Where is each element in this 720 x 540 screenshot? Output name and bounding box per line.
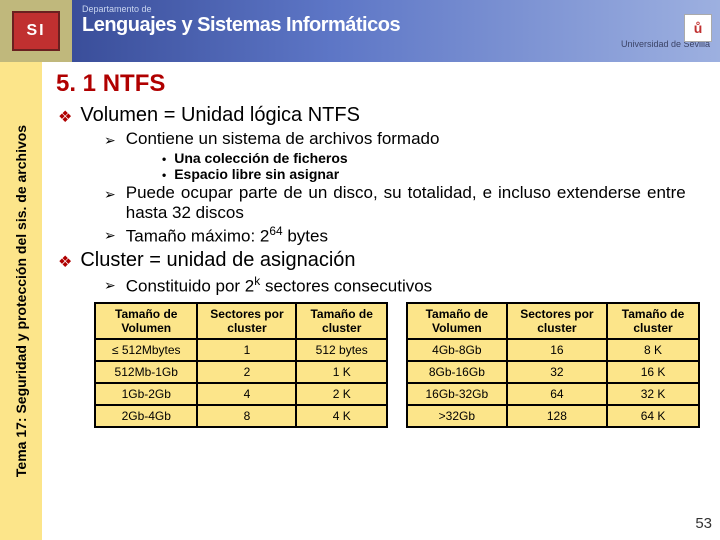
table-cell: 16 xyxy=(507,339,607,361)
bullet-volumen-text: Volumen = Unidad lógica NTFS xyxy=(80,104,360,127)
arrow-icon: ➢ xyxy=(104,186,116,203)
th-cluster: Tamaño de cluster xyxy=(296,303,387,339)
banner-title: Lenguajes y Sistemas Informáticos xyxy=(82,14,710,37)
dot-coleccion-text: Una colección de ficheros xyxy=(174,150,348,166)
table-cell: 2Gb-4Gb xyxy=(95,405,197,427)
table-cell: 512Mb-1Gb xyxy=(95,361,197,383)
cluster-table-1: Tamaño de Volumen Sectores por cluster T… xyxy=(94,302,388,428)
banner-dept: Departamento de xyxy=(82,4,710,14)
table-cell: 512 bytes xyxy=(296,339,387,361)
arrow-ocupar: ➢ Puede ocupar parte de un disco, su tot… xyxy=(104,183,700,223)
table-row: 2Gb-4Gb84 K xyxy=(95,405,387,427)
dot-coleccion: • Una colección de ficheros xyxy=(162,150,700,166)
const-pre: Constituido por 2 xyxy=(126,276,255,295)
arrow-contiene: ➢ Contiene un sistema de archivos formad… xyxy=(104,129,700,149)
table-row: 4Gb-8Gb168 K xyxy=(407,339,699,361)
th-volumen: Tamaño de Volumen xyxy=(407,303,507,339)
table-cell: 8Gb-16Gb xyxy=(407,361,507,383)
banner-text-area: Departamento de Lenguajes y Sistemas Inf… xyxy=(72,0,720,62)
tamano-pre: Tamaño máximo: 2 xyxy=(126,227,270,246)
tamano-post: bytes xyxy=(283,227,328,246)
table-row: 8Gb-16Gb3216 K xyxy=(407,361,699,383)
th-volumen: Tamaño de Volumen xyxy=(95,303,197,339)
bullet-volumen: ❖ Volumen = Unidad lógica NTFS xyxy=(58,104,700,127)
university-badge: ů xyxy=(684,14,712,42)
const-post: sectores consecutivos xyxy=(260,276,432,295)
banner-logo-area xyxy=(0,0,72,62)
arrow-tamano: ➢ Tamaño máximo: 264 bytes xyxy=(104,224,700,247)
table-cell: 1 K xyxy=(296,361,387,383)
table-cell: 4Gb-8Gb xyxy=(407,339,507,361)
bullet-cluster-text: Cluster = unidad de asignación xyxy=(80,249,355,272)
diamond-icon: ❖ xyxy=(58,252,72,272)
table-cell: 32 xyxy=(507,361,607,383)
si-logo xyxy=(12,11,60,51)
header-banner: Departamento de Lenguajes y Sistemas Inf… xyxy=(0,0,720,62)
table-cell: 2 xyxy=(197,361,296,383)
arrow-icon: ➢ xyxy=(104,227,116,244)
dot-espacio: • Espacio libre sin asignar xyxy=(162,166,700,182)
th-sectores: Sectores por cluster xyxy=(197,303,296,339)
table-cell: 8 K xyxy=(607,339,699,361)
table-cell: >32Gb xyxy=(407,405,507,427)
arrow-constituido-text: Constituido por 2k sectores consecutivos xyxy=(126,274,432,297)
table-cell: 4 K xyxy=(296,405,387,427)
table-cell: 64 K xyxy=(607,405,699,427)
table-cell: 2 K xyxy=(296,383,387,405)
dot-icon: • xyxy=(162,168,166,182)
table-cell: 8 xyxy=(197,405,296,427)
table-cell: 1 xyxy=(197,339,296,361)
banner-subtitle: Universidad de Sevilla xyxy=(82,39,710,49)
table-cell: ≤ 512Mbytes xyxy=(95,339,197,361)
th-cluster: Tamaño de cluster xyxy=(607,303,699,339)
side-label: Tema 17: Seguridad y protección del sis.… xyxy=(0,62,42,540)
content-area: 5. 1 NTFS ❖ Volumen = Unidad lógica NTFS… xyxy=(52,64,700,428)
table-row: >32Gb12864 K xyxy=(407,405,699,427)
slide: Departamento de Lenguajes y Sistemas Inf… xyxy=(0,0,720,540)
dot-icon: • xyxy=(162,152,166,166)
table-row: 1Gb-2Gb42 K xyxy=(95,383,387,405)
dot-espacio-text: Espacio libre sin asignar xyxy=(174,166,339,182)
section-title: 5. 1 NTFS xyxy=(56,70,700,98)
table-cell: 64 xyxy=(507,383,607,405)
table-row: 16Gb-32Gb6432 K xyxy=(407,383,699,405)
arrow-tamano-text: Tamaño máximo: 264 bytes xyxy=(126,224,328,247)
table-cell: 32 K xyxy=(607,383,699,405)
arrow-constituido: ➢ Constituido por 2k sectores consecutiv… xyxy=(104,274,700,297)
tables-container: Tamaño de Volumen Sectores por cluster T… xyxy=(94,302,700,428)
bullet-cluster: ❖ Cluster = unidad de asignación xyxy=(58,249,700,272)
table-row: ≤ 512Mbytes1512 bytes xyxy=(95,339,387,361)
cluster-table-2: Tamaño de Volumen Sectores por cluster T… xyxy=(406,302,700,428)
table-row: 512Mb-1Gb21 K xyxy=(95,361,387,383)
tamano-sup: 64 xyxy=(269,224,282,238)
arrow-icon: ➢ xyxy=(104,277,116,294)
arrow-icon: ➢ xyxy=(104,132,116,149)
table-cell: 128 xyxy=(507,405,607,427)
side-label-text: Tema 17: Seguridad y protección del sis.… xyxy=(13,125,29,477)
table-cell: 16 K xyxy=(607,361,699,383)
diamond-icon: ❖ xyxy=(58,107,72,127)
table-cell: 4 xyxy=(197,383,296,405)
table-cell: 16Gb-32Gb xyxy=(407,383,507,405)
th-sectores: Sectores por cluster xyxy=(507,303,607,339)
arrow-ocupar-text: Puede ocupar parte de un disco, su total… xyxy=(126,183,686,223)
table-cell: 1Gb-2Gb xyxy=(95,383,197,405)
page-number: 53 xyxy=(695,515,712,532)
arrow-contiene-text: Contiene un sistema de archivos formado xyxy=(126,129,440,149)
